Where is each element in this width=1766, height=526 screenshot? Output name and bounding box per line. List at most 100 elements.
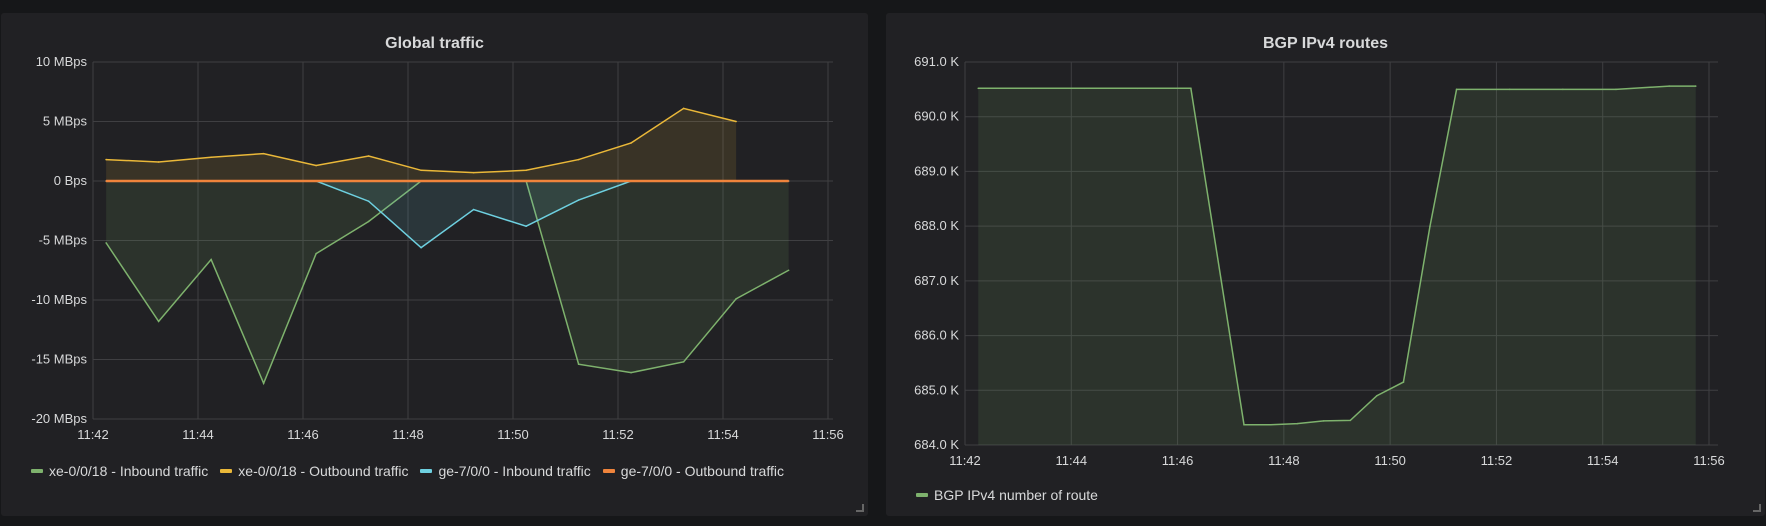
x-tick-label: 11:56: [812, 427, 844, 442]
data-point: [157, 320, 160, 323]
y-tick-label: 5 MBps: [43, 114, 88, 129]
data-point: [1083, 87, 1086, 90]
y-tick-label: 686.0 K: [914, 328, 959, 343]
data-point: [630, 142, 632, 144]
legend-item[interactable]: xe-0/0/18 - Inbound traffic: [31, 459, 208, 483]
data-point: [630, 180, 632, 182]
legend-swatch: [420, 469, 433, 473]
x-tick-label: 11:50: [1374, 453, 1406, 468]
data-point: [472, 180, 475, 182]
data-point: [735, 180, 737, 182]
y-tick-label: 688.0 K: [914, 218, 959, 233]
data-point: [105, 158, 107, 161]
y-tick-label: 691.0 K: [914, 54, 959, 69]
data-point: [367, 155, 370, 157]
data-point: [630, 371, 632, 374]
data-point: [735, 120, 737, 123]
legend-label: ge-7/0/0 - Inbound traffic: [438, 463, 591, 479]
resize-handle[interactable]: [856, 504, 864, 512]
y-tick-label: 689.0 K: [914, 163, 959, 178]
legend-label: xe-0/0/18 - Inbound traffic: [49, 463, 209, 479]
data-point: [105, 242, 107, 244]
legend-swatch: [916, 493, 928, 497]
y-tick-label: -5 MBps: [39, 233, 88, 248]
x-tick-label: 11:42: [77, 427, 109, 442]
data-point: [210, 258, 212, 261]
data-point: [367, 220, 370, 223]
legend-item[interactable]: xe-0/0/18 - Outbound traffic: [220, 459, 408, 483]
data-point: [1562, 88, 1564, 91]
legend-swatch: [31, 469, 43, 473]
legend-item[interactable]: ge-7/0/0 - Outbound traffic: [602, 459, 784, 483]
data-point: [1668, 85, 1670, 87]
y-tick-label: 0 Bps: [54, 173, 88, 188]
resize-handle[interactable]: [1753, 504, 1761, 512]
data-point: [1508, 88, 1511, 91]
panel-title[interactable]: BGP IPv4 routes: [1262, 35, 1389, 52]
data-point: [787, 180, 790, 182]
data-point: [977, 87, 980, 90]
data-point: [157, 161, 160, 163]
data-point: [577, 199, 580, 201]
y-tick-label: 685.0 K: [914, 382, 959, 397]
legend-item[interactable]: BGP IPv4 number of route: [916, 483, 1098, 507]
legend-label: BGP IPv4 number of route: [934, 487, 1098, 503]
y-tick-label: 690.0 K: [914, 109, 959, 124]
data-point: [1455, 88, 1458, 91]
x-tick-label: 11:52: [1481, 453, 1513, 468]
data-point: [472, 171, 475, 174]
y-tick-label: 687.0 K: [914, 273, 959, 288]
data-point: [262, 180, 265, 182]
x-tick-label: 11:52: [602, 427, 634, 442]
legend-label: xe-0/0/18 - Outbound traffic: [238, 463, 409, 479]
data-point: [1694, 85, 1697, 87]
legend-swatch: [602, 469, 615, 473]
data-point: [1615, 88, 1617, 91]
data-point: [315, 164, 317, 167]
x-tick-label: 11:50: [497, 427, 529, 442]
x-tick-label: 11:48: [392, 427, 424, 442]
data-point: [525, 225, 527, 228]
data-point: [1136, 87, 1139, 90]
data-point: [682, 180, 685, 182]
data-point: [367, 180, 370, 182]
data-point: [157, 180, 160, 182]
data-point: [682, 361, 685, 363]
data-point: [1296, 422, 1298, 425]
legend-swatch: [220, 469, 233, 473]
data-point: [472, 208, 475, 211]
data-point: [262, 152, 265, 155]
data-point: [1429, 225, 1431, 227]
x-tick-label: 11:54: [707, 427, 739, 442]
data-point: [525, 180, 527, 182]
x-tick-label: 11:44: [182, 427, 214, 442]
data-point: [577, 158, 580, 161]
bgp-routes-panel: BGP IPv4 routes 691.0 K 690.0 K 689.0 K 688…: [886, 13, 1765, 516]
series-area-0: [106, 181, 789, 384]
x-tick-label: 11:44: [1055, 453, 1087, 468]
data-point: [1269, 423, 1272, 426]
data-point: [577, 180, 580, 182]
global-traffic-panel: Global traffic 10 MBps 5 MBps 0 Bps -5 MBps…: [1, 13, 868, 516]
data-point: [367, 200, 370, 203]
x-tick-label: 11:56: [1693, 453, 1725, 468]
bgp-routes-chart: 691.0 K 690.0 K 689.0 K 688.0 K 687.0 K 686.0…: [914, 54, 1725, 468]
x-tick-label: 11:46: [1162, 453, 1194, 468]
data-point: [1243, 423, 1245, 426]
data-point: [525, 169, 527, 172]
data-point: [210, 180, 212, 182]
data-point: [315, 180, 317, 182]
data-point: [735, 298, 737, 300]
data-point: [577, 363, 580, 366]
data-point: [1030, 87, 1033, 90]
panel-title[interactable]: Global traffic: [385, 35, 484, 52]
legend-item[interactable]: ge-7/0/0 - Inbound traffic: [420, 459, 591, 483]
series-area-1: [106, 108, 737, 181]
y-tick-label: 10 MBps: [36, 54, 88, 69]
data-point: [682, 107, 685, 110]
x-tick-label: 11:54: [1587, 453, 1619, 468]
series-area-2: [106, 181, 789, 248]
data-point: [315, 252, 317, 255]
data-point: [420, 169, 422, 172]
data-point: [105, 180, 107, 182]
